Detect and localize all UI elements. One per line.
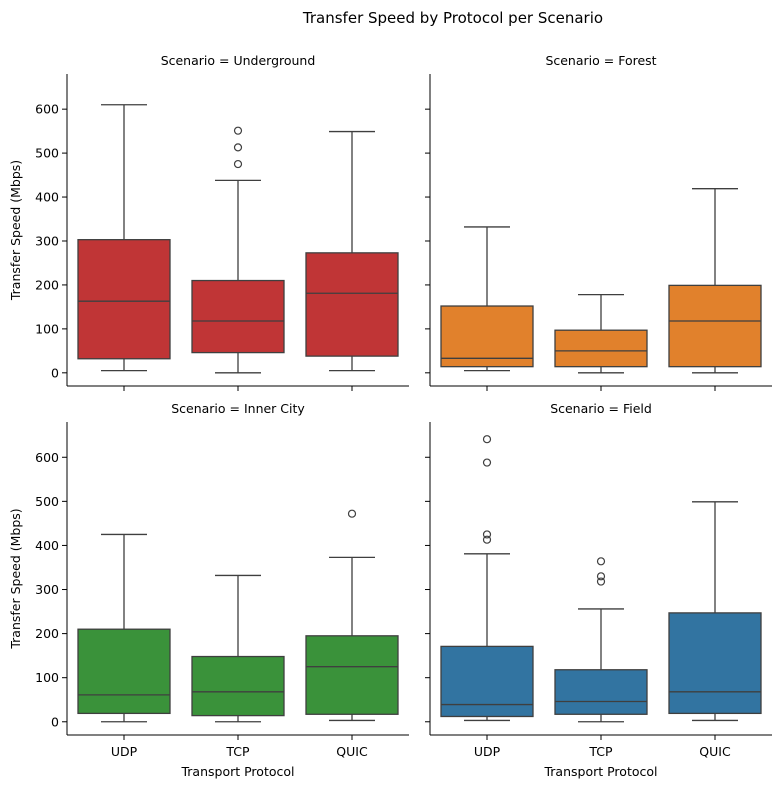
box-tcp (554, 293, 648, 374)
iqr-box (191, 655, 285, 717)
iqr-box (554, 669, 648, 715)
iqr-box (305, 635, 399, 715)
iqr-box (668, 284, 762, 368)
x-tick-label: UDP (111, 744, 138, 759)
box-udp (440, 435, 534, 722)
facet-title: Scenario = Forest (545, 53, 656, 68)
y-axis-label: Transfer Speed (Mbps) (8, 508, 23, 649)
outlier-point (233, 143, 243, 152)
outlier-point (482, 535, 492, 544)
iqr-box (440, 305, 534, 368)
facet-title: Scenario = Inner City (171, 401, 305, 416)
facet-panel: Scenario = Field UDP TCP QUIC Transport Prot… (425, 401, 772, 779)
y-tick-label: 0 (51, 714, 59, 729)
y-axis-label: Transfer Speed (Mbps) (8, 160, 23, 301)
outlier-point (482, 530, 492, 539)
x-tick-label: UDP (474, 744, 501, 759)
outlier-point (596, 557, 606, 566)
outlier-point (233, 159, 243, 169)
iqr-box (191, 279, 285, 354)
x-tick-label: TCP (225, 744, 250, 759)
y-tick-label: 400 (35, 538, 59, 553)
box-quic (305, 509, 399, 722)
y-tick-label: 600 (35, 102, 59, 117)
iqr-box (668, 612, 762, 715)
y-tick-label: 0 (51, 365, 59, 380)
iqr-box (305, 252, 399, 357)
y-tick-label: 500 (35, 146, 59, 161)
y-tick-label: 400 (35, 190, 59, 205)
box-udp (77, 533, 171, 723)
y-tick-label: 200 (35, 277, 59, 292)
facet-grid: Scenario = Underground 0 100 200 300 400 500 60… (8, 53, 772, 779)
facet-title: Scenario = Field (550, 401, 652, 416)
x-tick-label: TCP (588, 744, 613, 759)
outlier-point (596, 572, 606, 581)
box-udp (440, 226, 534, 372)
facet-panel: Scenario = Forest (425, 53, 772, 391)
y-tick-label: 200 (35, 626, 59, 641)
box-tcp (191, 574, 285, 723)
y-tick-label: 300 (35, 233, 59, 248)
box-quic (668, 188, 762, 374)
facet-panel: Scenario = Underground 0 100 200 300 400 500 60… (8, 53, 409, 391)
iqr-box (440, 645, 534, 718)
facet-panel: Scenario = Inner City 0 100 200 300 400 500 600… (8, 401, 409, 779)
outlier-point (482, 458, 492, 467)
box-tcp (191, 126, 285, 374)
x-tick-label: QUIC (336, 744, 368, 759)
box-quic (668, 501, 762, 722)
facet-title: Scenario = Underground (161, 53, 316, 68)
box-tcp (554, 557, 648, 723)
iqr-box (77, 628, 171, 715)
x-axis-label: Transport Protocol (180, 764, 294, 779)
outlier-point (233, 126, 243, 135)
y-tick-label: 600 (35, 450, 59, 465)
iqr-box (77, 239, 171, 360)
figure-title: Transfer Speed by Protocol per Scenario (302, 9, 603, 27)
box-quic (305, 130, 399, 372)
outlier-point (596, 577, 606, 586)
y-tick-label: 300 (35, 582, 59, 597)
y-tick-label: 100 (35, 321, 59, 336)
x-axis-label: Transport Protocol (543, 764, 657, 779)
outlier-point (347, 509, 357, 518)
box-udp (77, 104, 171, 372)
iqr-box (554, 329, 648, 368)
outlier-point (482, 435, 492, 444)
y-tick-label: 500 (35, 494, 59, 509)
y-tick-label: 100 (35, 670, 59, 685)
x-tick-label: QUIC (699, 744, 731, 759)
